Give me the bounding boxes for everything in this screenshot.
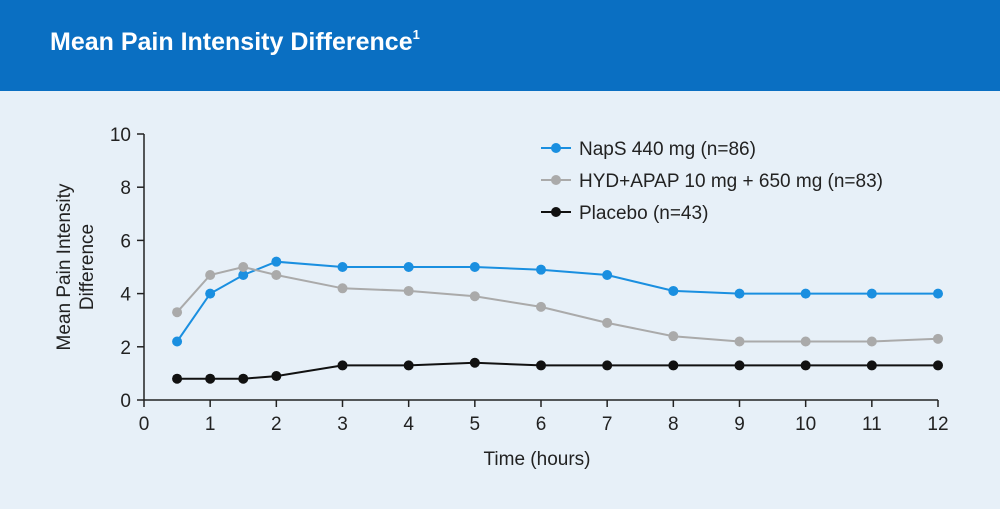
data-point-s1 <box>238 262 249 272</box>
series-group <box>172 256 943 384</box>
chart-area: 0 2 4 6 8 10 0 1 2 3 4 5 6 7 8 9 10 11 12 Time (hours) Mean … <box>0 91 1000 504</box>
data-point-s2 <box>469 357 480 368</box>
x-tick-label: 11 <box>862 414 882 435</box>
data-point-s0 <box>403 262 414 272</box>
data-point-s0 <box>205 288 216 299</box>
x-tick-label: 1 <box>205 414 216 435</box>
y-tick-label: 6 <box>120 231 131 252</box>
data-point-s2 <box>536 360 546 371</box>
x-tick-label: 4 <box>403 414 414 435</box>
title-footnote-marker: 1 <box>412 26 420 42</box>
data-point-s1 <box>536 301 546 312</box>
series-line-1 <box>176 265 939 343</box>
legend-marker-1 <box>551 175 561 185</box>
data-point-s0 <box>933 288 943 299</box>
data-point-s2 <box>403 360 414 371</box>
y-tick-label: 0 <box>120 391 131 412</box>
data-point-s0 <box>800 288 811 299</box>
y-tick-label: 8 <box>120 178 131 199</box>
y-axis-label: Difference <box>77 224 98 310</box>
x-tick-label: 5 <box>470 414 481 435</box>
x-tick-label: 12 <box>927 414 948 435</box>
data-point-s2 <box>172 373 183 384</box>
y-tick-label: 4 <box>120 285 131 306</box>
x-tick-label: 6 <box>536 414 547 435</box>
data-point-s0 <box>469 262 480 272</box>
data-point-s0 <box>734 288 745 299</box>
legend-marker-2 <box>551 207 561 217</box>
data-point-s1 <box>866 336 877 347</box>
data-point-s2 <box>602 360 613 371</box>
x-axis-label: Time (hours) <box>484 449 591 470</box>
series-line-2 <box>177 361 938 380</box>
data-point-s1 <box>933 333 943 344</box>
data-point-s1 <box>469 291 480 302</box>
y-tick-label: 10 <box>110 125 131 146</box>
data-point-s2 <box>734 360 745 371</box>
data-point-s0 <box>668 285 679 296</box>
legend: NapS 440 mg (n=86) HYD+APAP 10 mg + 650 m… <box>541 139 883 224</box>
data-point-s1 <box>734 336 745 347</box>
data-point-s0 <box>602 269 613 280</box>
data-point-s0 <box>238 269 249 280</box>
series-line-0 <box>176 260 938 343</box>
y-axis-label: Mean Pain Intensity <box>54 183 75 350</box>
x-tick-label: 7 <box>602 414 613 435</box>
data-point-s2 <box>668 360 679 371</box>
data-point-s2 <box>271 371 282 382</box>
data-point-s2 <box>337 360 348 371</box>
data-point-s0 <box>271 256 282 267</box>
data-point-s0 <box>536 264 546 275</box>
data-point-s2 <box>933 360 943 371</box>
page-title: Mean Pain Intensity Difference1 <box>50 26 420 57</box>
header-bar: Mean Pain Intensity Difference1 <box>0 0 1000 91</box>
legend-marker-0 <box>551 143 561 153</box>
y-tick-label: 2 <box>120 338 131 359</box>
x-tick-label: 2 <box>271 414 282 435</box>
data-point-s2 <box>866 360 877 371</box>
data-point-s0 <box>172 336 183 347</box>
x-tick-label: 8 <box>668 414 679 435</box>
x-tick-label: 10 <box>795 414 816 435</box>
data-point-s1 <box>172 307 183 318</box>
data-point-s1 <box>205 269 216 280</box>
data-point-s1 <box>271 269 282 280</box>
data-point-s1 <box>337 283 348 294</box>
legend-label-1: HYD+APAP 10 mg + 650 mg (n=83) <box>579 171 883 192</box>
data-point-s1 <box>403 285 414 296</box>
legend-label-2: Placebo (n=43) <box>579 203 708 224</box>
data-point-s2 <box>205 373 216 384</box>
data-point-s2 <box>800 360 811 371</box>
x-tick-label: 0 <box>139 414 150 435</box>
x-tick-label: 9 <box>734 414 745 435</box>
data-point-s2 <box>238 373 249 384</box>
title-text: Mean Pain Intensity Difference <box>50 28 413 56</box>
legend-label-0: NapS 440 mg (n=86) <box>579 139 756 160</box>
data-point-s0 <box>337 262 348 272</box>
data-point-s1 <box>800 336 811 347</box>
x-tick-label: 3 <box>337 414 348 435</box>
data-point-s0 <box>866 288 877 299</box>
data-point-s1 <box>602 317 613 328</box>
data-point-s1 <box>668 331 679 342</box>
